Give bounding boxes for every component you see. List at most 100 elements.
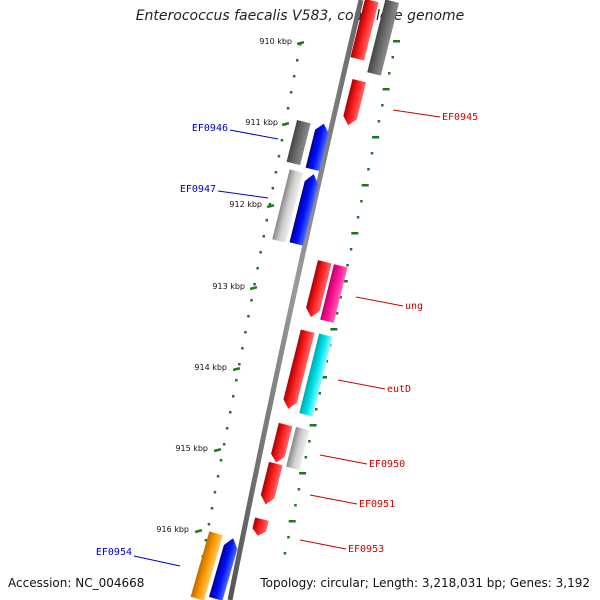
major-tick: [213, 447, 222, 453]
minor-tick: [213, 491, 217, 494]
minor-tick: [210, 507, 214, 510]
minor-tick: [265, 219, 268, 222]
minor-tick: [262, 235, 265, 238]
outer-tick: [356, 216, 360, 219]
gene-label[interactable]: EF0946: [192, 123, 228, 134]
gene-EF0947-gray[interactable]: [272, 169, 304, 243]
minor-tick: [253, 283, 256, 286]
outer-tick: [381, 104, 384, 107]
accession-text: Accession: NC_004668: [8, 576, 145, 590]
ruler: 910 kbp 911 kbp 912 kbp 913 kbp 914 kbp …: [156, 37, 400, 590]
outer-tick: [361, 184, 369, 187]
minor-tick: [219, 459, 223, 462]
minor-tick: [222, 443, 226, 446]
gene-EF0954[interactable]: [209, 536, 240, 600]
major-tick: [249, 285, 258, 291]
gene-label[interactable]: EF0947: [180, 184, 216, 195]
outer-tick: [299, 472, 307, 475]
gene-labels: EF0945 EF0946 EF0947 ung eutD EF0950 EF0…: [96, 112, 478, 558]
genome-backbone: [227, 0, 364, 600]
outer-tick: [294, 504, 297, 507]
outer-tick: [346, 264, 349, 267]
gene-EF0954-orange[interactable]: [190, 531, 223, 600]
outer-tick: [370, 152, 374, 155]
outer-tick: [367, 168, 370, 171]
minor-tick: [277, 155, 281, 158]
tick-label: 910 kbp: [259, 37, 292, 46]
minor-tick: [241, 347, 244, 350]
tick-label: 915 kbp: [175, 444, 208, 453]
gene-red-top[interactable]: [350, 0, 379, 61]
outer-tick: [304, 456, 308, 459]
gene-red-ung-adj[interactable]: [304, 260, 332, 319]
minor-tick: [232, 395, 235, 398]
gene-EF0947[interactable]: [289, 172, 320, 246]
gene-EF0953[interactable]: [251, 517, 269, 538]
gene-gray-top[interactable]: [367, 0, 399, 76]
minor-tick: [268, 203, 272, 206]
minor-tick: [280, 139, 284, 142]
minor-tick: [299, 43, 302, 46]
tick-label: 912 kbp: [229, 200, 262, 209]
major-tick: [232, 366, 241, 372]
minor-tick: [296, 59, 299, 62]
major-tick: [266, 203, 275, 209]
label-leaders: [133, 109, 441, 567]
tick-label: 914 kbp: [194, 363, 227, 372]
outer-tick: [372, 136, 380, 139]
gene-red-eutD-adj[interactable]: [282, 329, 315, 410]
gene-red-EF0950-adj[interactable]: [269, 422, 293, 464]
minor-tick: [259, 251, 262, 254]
outer-tick: [308, 440, 311, 443]
gene-ung[interactable]: [320, 264, 348, 323]
reverse-genes: [251, 0, 399, 538]
gene-label[interactable]: eutD: [387, 384, 411, 395]
gene-EF0945[interactable]: [341, 78, 367, 127]
tick-label: 913 kbp: [212, 282, 245, 291]
gene-label[interactable]: EF0945: [442, 112, 478, 123]
minor-tick: [216, 475, 220, 478]
outer-tick: [388, 72, 391, 75]
outer-tick: [377, 120, 381, 123]
major-tick: [194, 528, 203, 534]
outer-tick: [320, 376, 327, 379]
outer-tick: [360, 200, 363, 203]
outer-tick: [330, 328, 338, 331]
gene-eutD[interactable]: [299, 333, 333, 417]
minor-tick: [207, 523, 211, 526]
outer-tick: [351, 232, 359, 235]
minor-tick: [238, 363, 241, 366]
gene-EF0946[interactable]: [305, 122, 331, 172]
minor-tick: [229, 411, 232, 414]
gene-label[interactable]: EF0950: [369, 459, 405, 470]
outer-tick: [309, 424, 317, 427]
gene-label[interactable]: EF0951: [359, 499, 395, 510]
minor-tick: [225, 427, 229, 430]
gene-label[interactable]: EF0954: [96, 547, 132, 558]
outer-tick: [393, 40, 400, 43]
outer-tick: [325, 360, 328, 363]
outer-tick: [335, 312, 339, 315]
minor-tick: [292, 75, 296, 78]
outer-tick: [318, 392, 321, 395]
minor-tick: [250, 299, 253, 302]
minor-tick: [235, 379, 238, 382]
gene-EF0946-gray[interactable]: [286, 120, 311, 166]
outer-tick: [315, 408, 318, 411]
gene-EF0950[interactable]: [286, 426, 310, 471]
gene-label[interactable]: ung: [405, 301, 423, 312]
outer-tick: [339, 296, 342, 299]
minor-tick: [286, 107, 290, 110]
outer-tick: [349, 248, 353, 251]
minor-tick: [274, 171, 278, 174]
genome-summary-text: Topology: circular; Length: 3,218,031 bp…: [260, 576, 590, 590]
outer-tick: [391, 56, 394, 59]
gene-label[interactable]: EF0953: [348, 544, 384, 555]
outer-tick: [283, 552, 287, 555]
outer-tick: [287, 536, 290, 539]
minor-tick: [244, 331, 247, 334]
gene-EF0951[interactable]: [259, 461, 283, 506]
minor-tick: [204, 539, 208, 542]
